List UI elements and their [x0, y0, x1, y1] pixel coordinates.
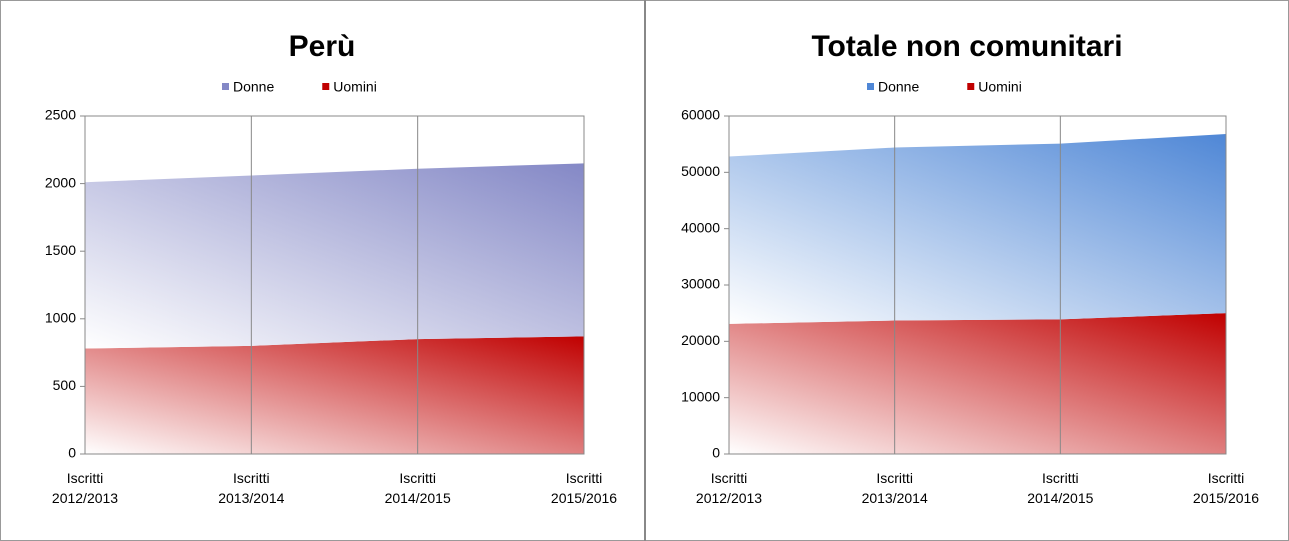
x-tick-label: Iscritti 2012/2013	[695, 470, 763, 506]
y-tick-label: 2500	[45, 107, 76, 123]
x-tick-label: Iscritti 2013/2014	[861, 470, 928, 506]
x-tick-label: Iscritti 2012/2013	[51, 470, 119, 506]
x-tick-label: Iscritti 2014/2015	[384, 470, 451, 506]
chart-title: Perù	[289, 30, 356, 63]
legend-label: Donne	[233, 79, 274, 95]
y-tick-label: 2000	[45, 174, 76, 190]
legend-swatch	[967, 83, 975, 90]
legend-label: Uomini	[978, 79, 1022, 95]
area	[729, 134, 1226, 324]
x-tick-label: Iscritti 2014/2015	[1027, 470, 1094, 506]
area	[85, 163, 584, 349]
plot-border	[84, 115, 585, 455]
legend-swatch	[222, 83, 229, 90]
area	[729, 313, 1226, 454]
y-tick-label: 500	[53, 377, 77, 393]
y-tick-label: 50000	[681, 163, 720, 179]
legend-label: Donne	[878, 79, 919, 95]
y-tick-label: 30000	[681, 276, 720, 292]
y-tick-label: 1500	[45, 242, 76, 258]
x-tick-label: Iscritti 2015/2016	[1192, 470, 1260, 506]
legend-swatch	[322, 83, 330, 90]
x-tick-label: Iscritti 2015/2016	[550, 470, 618, 506]
y-tick-label: 0	[68, 445, 76, 461]
x-tick-label: Iscritti 2013/2014	[218, 470, 285, 506]
y-tick-label: 10000	[681, 388, 720, 404]
chart-title: Totale non comunitari	[811, 30, 1122, 63]
y-tick-label: 0	[712, 445, 720, 461]
y-tick-label: 20000	[681, 332, 720, 348]
y-tick-label: 60000	[681, 107, 720, 123]
legend-swatch	[867, 83, 874, 90]
y-tick-label: 40000	[681, 219, 720, 235]
area	[85, 336, 584, 454]
legend-label: Uomini	[333, 79, 377, 95]
y-tick-label: 1000	[45, 310, 76, 326]
